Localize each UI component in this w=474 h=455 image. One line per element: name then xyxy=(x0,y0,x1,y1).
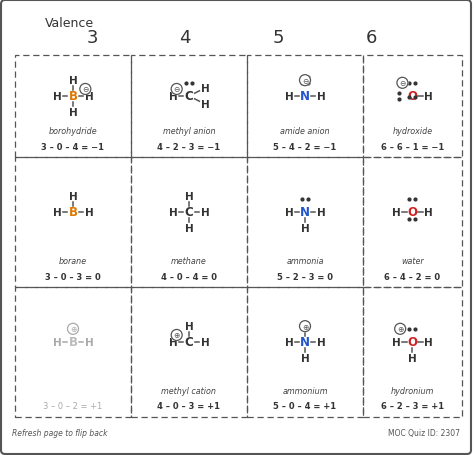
Text: ⊖: ⊖ xyxy=(399,79,406,88)
Text: ⊖: ⊖ xyxy=(302,76,308,86)
Text: 3 – 0 – 2 = +1: 3 – 0 – 2 = +1 xyxy=(44,402,103,410)
Text: H: H xyxy=(201,337,210,347)
Text: H: H xyxy=(169,207,177,217)
Text: ammonia: ammonia xyxy=(286,257,324,266)
Text: 5 – 0 – 4 = +1: 5 – 0 – 4 = +1 xyxy=(273,402,337,410)
Text: H: H xyxy=(424,92,433,102)
Circle shape xyxy=(171,330,182,341)
Text: H: H xyxy=(424,207,433,217)
Text: H: H xyxy=(301,223,310,233)
Text: H: H xyxy=(317,92,325,102)
Text: 6 – 2 – 3 = +1: 6 – 2 – 3 = +1 xyxy=(381,402,444,410)
Text: ⊕: ⊕ xyxy=(302,322,308,331)
Text: amide anion: amide anion xyxy=(280,127,330,136)
Text: H: H xyxy=(201,207,210,217)
Circle shape xyxy=(397,78,408,89)
Text: H: H xyxy=(301,321,310,331)
Text: 4 – 0 – 3 = +1: 4 – 0 – 3 = +1 xyxy=(157,402,220,410)
Text: H: H xyxy=(53,337,61,347)
Text: O: O xyxy=(408,90,418,103)
Text: H: H xyxy=(169,337,177,347)
Text: 5: 5 xyxy=(272,29,284,47)
Text: H: H xyxy=(69,192,77,202)
Text: ⊖: ⊖ xyxy=(82,85,89,94)
Text: N: N xyxy=(300,336,310,349)
Text: ⊕: ⊕ xyxy=(397,324,403,334)
Circle shape xyxy=(395,324,406,334)
Text: H: H xyxy=(408,353,417,363)
Text: H: H xyxy=(69,108,77,118)
Text: ammonium: ammonium xyxy=(282,387,328,396)
Text: methane: methane xyxy=(171,257,207,266)
Text: H: H xyxy=(185,192,193,202)
Text: methyl cation: methyl cation xyxy=(162,387,217,396)
Text: B: B xyxy=(69,336,78,349)
Text: H: H xyxy=(185,223,193,233)
Circle shape xyxy=(67,324,79,334)
Text: C: C xyxy=(185,90,193,103)
Text: C: C xyxy=(185,206,193,219)
Text: 3 – 0 – 4 = −1: 3 – 0 – 4 = −1 xyxy=(42,142,104,151)
Text: H: H xyxy=(53,207,61,217)
Text: 3: 3 xyxy=(86,29,98,47)
Text: N: N xyxy=(300,90,310,103)
Text: H: H xyxy=(201,84,210,94)
Text: ⊖: ⊖ xyxy=(173,85,180,94)
Text: H: H xyxy=(53,92,61,102)
Text: Valence: Valence xyxy=(45,16,94,30)
Text: H: H xyxy=(424,337,433,347)
Circle shape xyxy=(300,321,310,332)
Text: hydronium: hydronium xyxy=(391,387,434,396)
Text: ⊕: ⊕ xyxy=(173,331,180,340)
Text: 6 – 4 – 2 = 0: 6 – 4 – 2 = 0 xyxy=(384,272,440,281)
Text: hydroxide: hydroxide xyxy=(392,127,433,136)
Text: ⊕: ⊕ xyxy=(70,324,76,334)
Text: 5 – 4 – 2 = −1: 5 – 4 – 2 = −1 xyxy=(273,142,337,151)
Text: H: H xyxy=(185,321,193,331)
Text: H: H xyxy=(284,92,293,102)
Text: 4: 4 xyxy=(179,29,191,47)
Text: H: H xyxy=(284,207,293,217)
Text: O: O xyxy=(408,336,418,349)
Text: 6: 6 xyxy=(365,29,377,47)
Text: methyl anion: methyl anion xyxy=(163,127,215,136)
Text: 5 – 2 – 3 = 0: 5 – 2 – 3 = 0 xyxy=(277,272,333,281)
Text: B: B xyxy=(69,206,78,219)
Circle shape xyxy=(80,84,91,95)
Text: 4 – 0 – 4 = 0: 4 – 0 – 4 = 0 xyxy=(161,272,217,281)
Text: H: H xyxy=(69,76,77,86)
Text: H: H xyxy=(169,92,177,102)
Text: 4 – 2 – 3 = −1: 4 – 2 – 3 = −1 xyxy=(157,142,220,151)
Text: N: N xyxy=(300,206,310,219)
Text: 6 – 6 – 1 = −1: 6 – 6 – 1 = −1 xyxy=(381,142,444,151)
Circle shape xyxy=(171,84,182,95)
Text: C: C xyxy=(185,336,193,349)
Text: H: H xyxy=(392,207,401,217)
Text: H: H xyxy=(201,100,210,110)
Text: H: H xyxy=(85,92,93,102)
Text: MOC Quiz ID: 2307: MOC Quiz ID: 2307 xyxy=(388,429,460,438)
Text: H: H xyxy=(301,353,310,363)
Text: borohydride: borohydride xyxy=(49,127,97,136)
Text: water: water xyxy=(401,257,424,266)
Text: H: H xyxy=(317,337,325,347)
Text: H: H xyxy=(284,337,293,347)
Text: H: H xyxy=(392,337,401,347)
Circle shape xyxy=(300,76,310,86)
Text: borane: borane xyxy=(59,257,87,266)
Text: Refresh page to flip back: Refresh page to flip back xyxy=(12,429,108,438)
Text: H: H xyxy=(317,207,325,217)
Text: B: B xyxy=(69,90,78,103)
Text: 3 – 0 – 3 = 0: 3 – 0 – 3 = 0 xyxy=(45,272,101,281)
Text: H: H xyxy=(85,207,93,217)
Text: O: O xyxy=(408,206,418,219)
Text: H: H xyxy=(85,337,93,347)
